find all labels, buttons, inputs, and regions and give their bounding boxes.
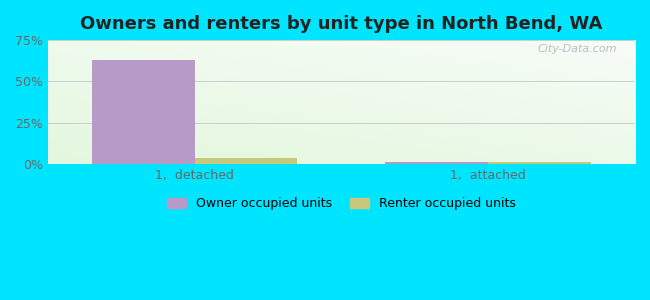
Bar: [385, 162, 488, 164]
Bar: [488, 162, 591, 164]
Text: City-Data.com: City-Data.com: [538, 44, 617, 54]
Legend: Owner occupied units, Renter occupied units: Owner occupied units, Renter occupied un…: [167, 197, 516, 210]
Title: Owners and renters by unit type in North Bend, WA: Owners and renters by unit type in North…: [80, 15, 603, 33]
Bar: [92, 60, 194, 164]
Bar: [194, 158, 298, 164]
